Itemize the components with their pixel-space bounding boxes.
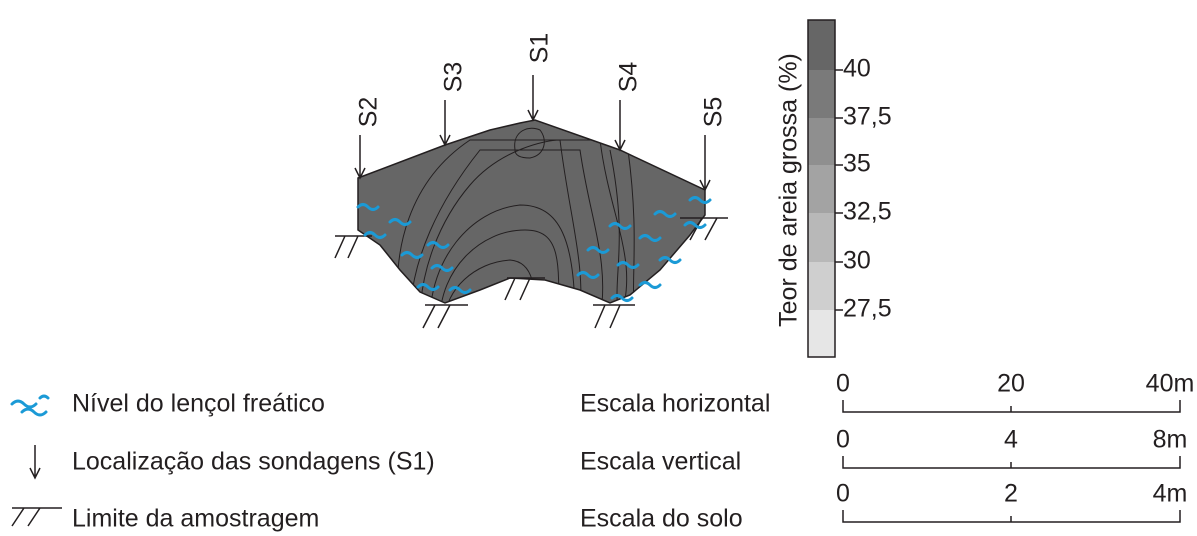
- legend-label: Localização das sondagens (S1): [72, 448, 435, 476]
- colorbar-title: Teor de areia grossa (%): [775, 53, 803, 327]
- colorbar: [807, 19, 843, 358]
- scale-bars: [842, 400, 1181, 523]
- borehole-label: S5: [700, 97, 728, 128]
- legend-label: Limite da amostragem: [72, 505, 319, 533]
- borehole-label: S2: [355, 97, 383, 128]
- boreholes: [354, 75, 711, 192]
- borehole-label: S3: [440, 62, 468, 93]
- scale-label: Escala do solo: [580, 505, 743, 533]
- borehole-label: S4: [615, 62, 643, 93]
- colorbar-label: 27,5: [843, 295, 892, 323]
- scale-tick: 8m: [1153, 426, 1188, 454]
- scale-tick: 2: [1004, 480, 1018, 508]
- colorbar-label: 37,5: [843, 103, 892, 131]
- scale-tick: 0: [836, 370, 850, 398]
- sample-limits: [334, 217, 728, 329]
- water-table: [356, 196, 712, 302]
- scale-tick: 40m: [1146, 370, 1195, 398]
- section-outline: [357, 119, 706, 304]
- scale-tick: 0: [836, 426, 850, 454]
- legend-label: Nível do lençol freático: [72, 390, 325, 418]
- scale-tick: 4m: [1153, 480, 1188, 508]
- scale-tick: 0: [836, 480, 850, 508]
- scale-label: Escala vertical: [580, 448, 741, 476]
- scale-label: Escala horizontal: [580, 390, 770, 418]
- colorbar-label: 40: [843, 55, 871, 83]
- borehole-label: S1: [526, 33, 554, 64]
- scale-tick: 4: [1004, 426, 1018, 454]
- scale-tick: 20: [997, 370, 1025, 398]
- colorbar-label: 35: [843, 150, 871, 178]
- colorbar-label: 30: [843, 247, 871, 275]
- colorbar-label: 32,5: [843, 198, 892, 226]
- legend-symbols: [10, 394, 62, 527]
